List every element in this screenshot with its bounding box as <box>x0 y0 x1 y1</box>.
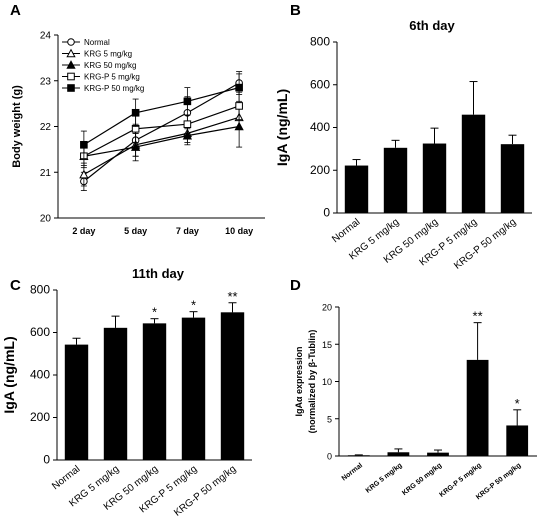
marker-triangle <box>66 60 76 69</box>
chart-title: 6th day <box>409 18 455 33</box>
y-tick-label: 20 <box>40 214 52 225</box>
bar <box>461 114 486 213</box>
y-tick-label: 0 <box>327 452 332 462</box>
marker-square <box>183 97 192 106</box>
bar <box>103 327 128 460</box>
series-path <box>83 105 240 157</box>
bar <box>506 425 529 456</box>
marker-triangle <box>79 169 89 179</box>
series-line-4 <box>80 73 243 159</box>
y-tick-label: 400 <box>30 368 50 382</box>
legend-label: KRG 50 mg/kg <box>84 61 136 70</box>
x-category-label: 5 day <box>124 226 147 236</box>
significance-mark: * <box>152 305 157 320</box>
x-category-label: KRG-P 5 mg/kg <box>438 462 482 499</box>
y-tick-label: 20 <box>322 303 332 313</box>
bar <box>422 143 447 213</box>
y-tick-label: 0 <box>43 453 50 467</box>
x-category-label: Normal <box>330 217 362 246</box>
marker-square <box>131 108 140 117</box>
panel-letter-c: C <box>10 277 21 294</box>
axes-b: 0 200 400 600 800 <box>310 35 532 220</box>
marker-circle <box>67 38 75 46</box>
y-tick-label: 15 <box>322 340 332 350</box>
y-axis-label: IgAα expression <box>294 346 304 416</box>
y-tick-label: 24 <box>40 31 52 42</box>
marker-square <box>67 72 75 81</box>
marker-triangle <box>234 121 244 131</box>
bar <box>142 323 167 460</box>
marker-square <box>67 84 75 92</box>
y-tick-label: 600 <box>310 77 330 91</box>
legend: Normal KRG 5 mg/kg KRG 50 mg/kg KRG-P 5 mg/… <box>62 38 144 93</box>
x-category-label: KRG 50 mg/kg <box>401 462 443 497</box>
bar <box>383 147 408 213</box>
panel-letter-d: D <box>290 277 301 294</box>
x-category-label: 7 day <box>176 226 199 236</box>
legend-label: Normal <box>84 38 110 47</box>
significance-mark: * <box>191 298 196 313</box>
series-path <box>83 116 240 176</box>
y-tick-label: 600 <box>30 325 50 339</box>
axes-a: 20 21 22 23 24 <box>40 31 265 225</box>
x-category-label: Normal <box>50 464 82 493</box>
significance-mark: ** <box>227 289 237 304</box>
axes-d: 0 5 10 15 20 <box>322 303 537 462</box>
significance-mark: ** <box>473 309 483 324</box>
legend-label: KRG-P 50 mg/kg <box>84 84 144 93</box>
marker-triangle <box>66 48 76 58</box>
marker-triangle <box>182 130 193 140</box>
legend-label: KRG 5 mg/kg <box>84 50 132 59</box>
marker-square <box>235 102 243 110</box>
y-tick-label: 23 <box>40 76 52 87</box>
axes-c: 0 200 400 600 800 <box>30 283 252 467</box>
panel-letter-a: A <box>10 2 21 19</box>
y-tick-label: 800 <box>310 35 330 49</box>
y-tick-label: 800 <box>30 283 50 297</box>
x-category-label: KRG 5 mg/kg <box>365 462 404 495</box>
legend-label: KRG-P 5 mg/kg <box>84 73 140 82</box>
series-path <box>83 125 240 157</box>
x-category-label: 10 day <box>225 226 253 236</box>
y-tick-label: 5 <box>327 414 332 424</box>
y-tick-label: 21 <box>40 168 52 179</box>
chart-title: 11th day <box>132 266 185 281</box>
bar <box>347 455 370 456</box>
marker-triangle <box>130 142 141 151</box>
x-category-label: 2 day <box>72 226 95 236</box>
bar <box>220 312 245 460</box>
y-axis-label: IgA (ng/mL) <box>274 89 290 166</box>
bar <box>427 452 449 456</box>
x-category-label: Normal <box>341 462 364 482</box>
y-axis-label-line2: (normalized by β-Tublin) <box>307 330 317 434</box>
y-tick-label: 10 <box>322 377 332 387</box>
series-line-2 <box>79 105 244 169</box>
y-axis-label: IgA (ng/mL) <box>1 336 17 413</box>
y-tick-label: 22 <box>40 122 52 133</box>
y-tick-label: 400 <box>310 120 330 134</box>
significance-mark: * <box>515 396 520 411</box>
series-line-3 <box>80 91 243 166</box>
series-path <box>83 82 240 182</box>
y-axis-label: Body weight (g) <box>11 85 23 168</box>
marker-square <box>80 141 88 149</box>
bar <box>64 344 89 460</box>
y-tick-label: 200 <box>310 163 330 177</box>
bar <box>344 165 369 213</box>
bar <box>181 317 206 460</box>
panel-letter-b: B <box>290 2 301 19</box>
y-tick-label: 200 <box>30 410 50 424</box>
bar <box>466 359 489 456</box>
y-tick-label: 0 <box>323 206 330 220</box>
series-path <box>83 87 240 146</box>
bar <box>387 452 410 456</box>
bar <box>500 144 525 213</box>
marker-square <box>235 83 243 92</box>
marker-square <box>183 120 192 129</box>
